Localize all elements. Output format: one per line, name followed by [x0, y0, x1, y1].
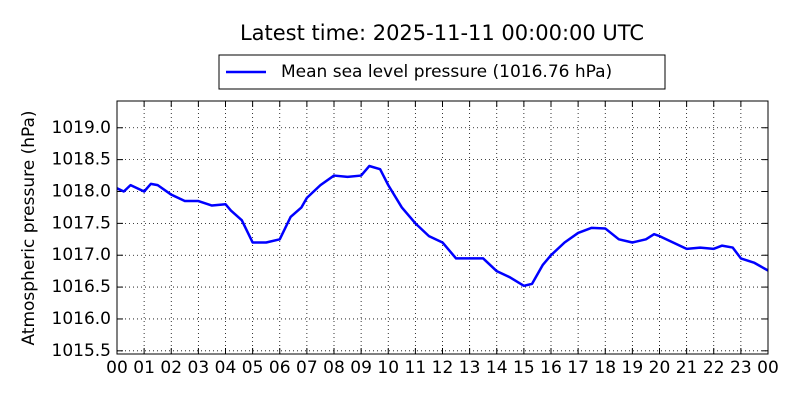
x-tick-label: 14 — [486, 358, 508, 378]
chart-title: Latest time: 2025-11-11 00:00:00 UTC — [240, 21, 644, 45]
y-tick-label: 1017.5 — [52, 213, 111, 233]
x-tick-label: 22 — [703, 358, 725, 378]
x-tick-label: 08 — [323, 358, 345, 378]
y-tick-label: 1019.0 — [52, 118, 111, 138]
x-tick-label: 02 — [160, 358, 182, 378]
y-tick-label: 1016.0 — [52, 309, 111, 329]
x-tick-label: 21 — [676, 358, 698, 378]
x-tick-label: 13 — [459, 358, 481, 378]
x-tick-label: 15 — [513, 358, 535, 378]
x-tick-label: 04 — [215, 358, 237, 378]
x-tick-label: 12 — [432, 358, 454, 378]
x-tick-label: 16 — [540, 358, 562, 378]
x-tick-label: 18 — [594, 358, 616, 378]
x-tick-label: 09 — [350, 358, 372, 378]
x-tick-label: 17 — [567, 358, 589, 378]
x-tick-label: 03 — [188, 358, 210, 378]
legend-label: Mean sea level pressure (1016.76 hPa) — [281, 62, 612, 82]
x-tick-label: 19 — [622, 358, 644, 378]
x-tick-label: 20 — [649, 358, 671, 378]
legend-box — [218, 54, 666, 90]
x-tick-label: 06 — [269, 358, 291, 378]
y-tick-label: 1017.0 — [52, 245, 111, 265]
plot-frame — [116, 100, 769, 355]
x-tick-label: 00 — [106, 358, 128, 378]
x-tick-label: 23 — [730, 358, 752, 378]
y-axis-label: Atmospheric pressure (hPa) — [19, 110, 39, 345]
data-line — [116, 164, 769, 288]
x-tick-label: 07 — [296, 358, 318, 378]
x-tick-label: 05 — [242, 358, 264, 378]
y-tick-label: 1018.5 — [52, 150, 111, 170]
x-tick-label: 11 — [405, 358, 427, 378]
x-tick-label: 01 — [133, 358, 155, 378]
y-tick-label: 1016.5 — [52, 277, 111, 297]
x-tick-label: 10 — [377, 358, 399, 378]
y-tick-label: 1018.0 — [52, 181, 111, 201]
y-tick-label: 1015.5 — [52, 341, 111, 361]
x-tick-label: 00 — [757, 358, 779, 378]
